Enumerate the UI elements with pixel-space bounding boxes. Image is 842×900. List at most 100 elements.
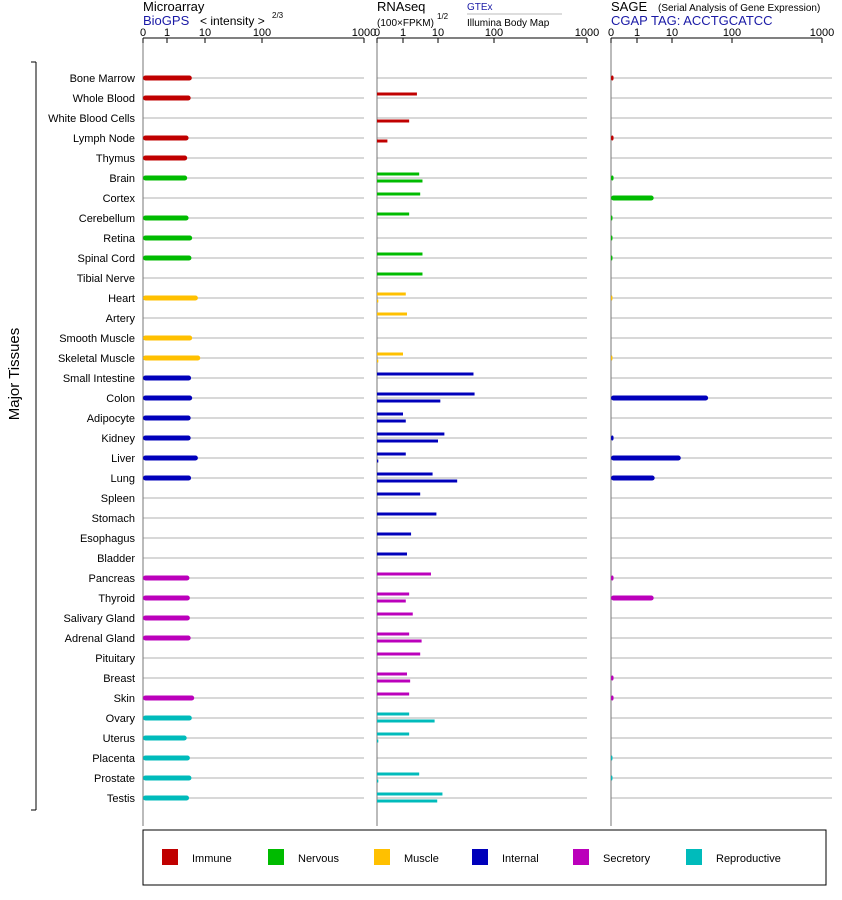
microarray-bar — [143, 595, 190, 601]
legend-swatch — [472, 849, 488, 865]
tissue-label: Lung — [111, 473, 135, 485]
legend-label: Muscle — [404, 853, 439, 865]
legend-swatch — [573, 849, 589, 865]
rnaseq-gtex-bar — [377, 712, 410, 716]
sage-bar — [611, 135, 614, 141]
tissue-label: Cortex — [103, 193, 136, 205]
rnaseq-illumina-bar — [377, 639, 422, 643]
rnaseq-gtex-bar — [377, 312, 407, 316]
tissue-label: Prostate — [94, 773, 135, 785]
microarray-bar — [143, 615, 190, 621]
rnaseq-illumina-bar — [377, 299, 379, 303]
tick-label: 10 — [199, 27, 211, 39]
microarray-bar — [143, 75, 192, 81]
microarray-bar — [143, 775, 192, 781]
rnaseq-illumina-bar — [377, 179, 423, 183]
legend-label: Reproductive — [716, 853, 781, 865]
tissue-label: Thymus — [96, 153, 136, 165]
rnaseq-scale: (100×FPKM) — [377, 18, 434, 29]
tissue-label: Whole Blood — [73, 93, 135, 105]
tissue-label: Esophagus — [80, 533, 136, 545]
microarray-scale: < intensity > — [200, 14, 265, 28]
microarray-bar — [143, 795, 190, 801]
rnaseq-gtex-bar — [377, 432, 445, 436]
sage-bar — [611, 235, 613, 241]
legend-swatch — [268, 849, 284, 865]
rnaseq-gtex-bar — [377, 252, 423, 256]
tick-label: 100 — [485, 27, 503, 39]
microarray-bar — [143, 415, 191, 421]
tissue-label: Adipocyte — [87, 413, 135, 425]
legend-label: Immune — [192, 853, 232, 865]
rnaseq-illumina-bar — [377, 119, 410, 123]
microarray-bar — [143, 355, 201, 361]
tick-label: 1 — [164, 27, 170, 39]
rnaseq-illumina-bar — [377, 419, 406, 423]
tissue-label: Breast — [103, 673, 135, 685]
tissue-label: Pituitary — [95, 653, 135, 665]
rnaseq-gtex-bar — [377, 392, 475, 396]
tissue-label: Placenta — [92, 753, 136, 765]
tick-label: 100 — [253, 27, 271, 39]
microarray-title: Microarray — [143, 0, 205, 14]
sage-bar — [611, 755, 613, 761]
tissue-label: Kidney — [101, 433, 135, 445]
legend-swatch — [686, 849, 702, 865]
tissue-label: Brain — [109, 173, 135, 185]
rnaseq-illumina-bar — [377, 399, 441, 403]
microarray-scale-exponent: 2/3 — [272, 11, 284, 20]
sage-bar — [611, 575, 614, 581]
tissue-label: Skin — [114, 693, 135, 705]
rnaseq-gtex-bar — [377, 172, 420, 176]
microarray-bar — [143, 175, 188, 181]
tissue-label: Heart — [108, 293, 135, 305]
tissue-label: Adrenal Gland — [65, 633, 135, 645]
tissue-label: Testis — [107, 793, 136, 805]
rnaseq-gtex-bar — [377, 192, 421, 196]
rnaseq-gtex-bar — [377, 612, 413, 616]
legend: Immune Nervous Muscle Internal Secretory Repr… — [162, 849, 781, 865]
illumina-source: Illumina Body Map — [467, 18, 550, 29]
microarray-bar — [143, 475, 192, 481]
tissue-label: Cerebellum — [79, 213, 135, 225]
sage-bar — [611, 175, 614, 181]
tissue-label: Bone Marrow — [70, 73, 135, 85]
rnaseq-gtex-bar — [377, 672, 407, 676]
rnaseq-gtex-bar — [377, 212, 410, 216]
rnaseq-gtex-bar — [377, 292, 406, 296]
tissue-label: Colon — [106, 393, 135, 405]
tick-label: 0 — [608, 27, 614, 39]
sage-bar — [611, 455, 681, 461]
tick-label: 0 — [374, 27, 380, 39]
rnaseq-gtex-bar — [377, 652, 421, 656]
rnaseq-illumina-bar — [377, 799, 438, 803]
rnaseq-illumina-bar — [377, 779, 379, 783]
rnaseq-title: RNAseq — [377, 0, 425, 14]
rnaseq-gtex-bar — [377, 792, 443, 796]
sage-bar — [611, 475, 655, 481]
tissue-label: Artery — [106, 313, 136, 325]
sage-bar — [611, 255, 613, 261]
tissue-label: Stomach — [92, 513, 135, 525]
legend-label: Internal — [502, 853, 539, 865]
sage-subtitle: (Serial Analysis of Gene Expression) — [658, 3, 820, 14]
tick-label: 0 — [140, 27, 146, 39]
sage-bar — [611, 595, 654, 601]
tick-label: 100 — [723, 27, 741, 39]
tissue-label: Spleen — [101, 493, 135, 505]
rnaseq-gtex-bar — [377, 732, 410, 736]
microarray-bar — [143, 735, 187, 741]
microarray-bar — [143, 435, 191, 441]
tick-label: 10 — [666, 27, 678, 39]
microarray-bar — [143, 295, 198, 301]
rnaseq-gtex-bar — [377, 592, 410, 596]
rnaseq-illumina-bar — [377, 359, 379, 363]
rnaseq-gtex-bar — [377, 452, 406, 456]
rnaseq-scale-exponent: 1/2 — [437, 12, 449, 21]
rnaseq-gtex-bar — [377, 472, 433, 476]
rnaseq-gtex-bar — [377, 632, 410, 636]
rnaseq-gtex-bar — [377, 692, 410, 696]
microarray-bar — [143, 335, 193, 341]
microarray-bar — [143, 155, 188, 161]
